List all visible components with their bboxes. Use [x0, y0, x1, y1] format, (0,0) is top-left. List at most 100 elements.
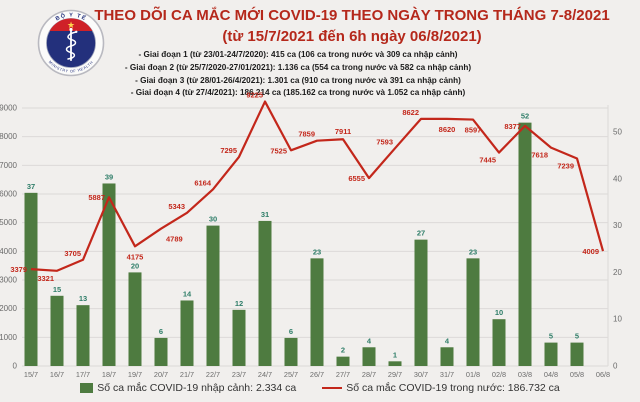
line-value-label: 8620 — [439, 125, 456, 134]
bar-value-label: 6 — [159, 327, 163, 336]
star-icon: ★ — [67, 20, 75, 30]
bar-20/7 — [154, 337, 168, 366]
x-axis-label: 05/8 — [570, 370, 584, 379]
bar-value-label: 1 — [393, 350, 397, 359]
line-value-label: 3379 — [10, 265, 27, 274]
bar-04/8 — [544, 342, 558, 366]
x-axis-label: 27/7 — [336, 370, 350, 379]
x-axis-label: 30/7 — [414, 370, 428, 379]
x-axis-label: 29/7 — [388, 370, 402, 379]
bar-value-label: 30 — [209, 215, 217, 224]
bar-02/8 — [492, 319, 506, 366]
bar-16/7 — [50, 295, 64, 366]
line-value-label: 4009 — [582, 247, 599, 256]
line-value-label: 7295 — [220, 146, 237, 155]
x-axis-label: 24/7 — [258, 370, 272, 379]
phase-2-line: - Giai đoạn 2 (từ 25/7/2020-27/01/2021):… — [124, 62, 472, 72]
x-axis-label: 19/7 — [128, 370, 142, 379]
right-axis-tick-label: 30 — [613, 221, 622, 230]
page-subtitle: (từ 15/7/2021 đến 6h ngày 06/8/2021) — [222, 28, 482, 45]
line-value-label: 4789 — [166, 235, 183, 244]
bar-value-label: 4 — [445, 336, 450, 345]
line-value-label: 7525 — [270, 146, 287, 155]
page-title: THEO DÕI CA MẮC MỚI COVID-19 THEO NGÀY T… — [94, 7, 610, 24]
phase-summary: - Giai đoạn 1 (từ 23/01-24/7/2020): 415 … — [0, 49, 596, 100]
bar-19/7 — [128, 272, 142, 366]
bar-value-label: 39 — [105, 172, 113, 181]
x-axis-label: 26/7 — [310, 370, 324, 379]
bar-value-label: 5 — [549, 332, 553, 341]
bar-value-label: 23 — [469, 247, 477, 256]
x-axis-label: 06/8 — [596, 370, 610, 379]
x-axis-label: 18/7 — [102, 370, 116, 379]
line-value-label: 8597 — [465, 126, 482, 135]
phase-3-line: - Giai đoạn 3 (từ 28/01-26/4/2021): 1.30… — [135, 75, 461, 85]
x-axis-label: 21/7 — [180, 370, 194, 379]
domestic-cases-line — [30, 100, 605, 272]
bar-17/7 — [76, 305, 90, 366]
x-axis-label: 25/7 — [284, 370, 298, 379]
line-value-label: 7593 — [376, 137, 393, 146]
right-axis-tick-label: 50 — [613, 128, 622, 137]
x-axis-label: 02/8 — [492, 370, 506, 379]
line-value-label: 7618 — [531, 151, 548, 160]
left-axis-tick-label: 4000 — [0, 247, 18, 256]
x-axis-label: 03/8 — [518, 370, 532, 379]
line-value-label: 5887 — [88, 193, 105, 202]
left-axis-tick-label: 7000 — [0, 161, 18, 170]
x-axis-label: 28/7 — [362, 370, 376, 379]
bar-value-label: 10 — [495, 308, 503, 317]
left-axis-tick-label: 3000 — [0, 276, 18, 285]
bar-01/8 — [466, 258, 480, 366]
line-value-label: 6555 — [348, 174, 365, 183]
moh-logo-graphic: ★ BỘ Y TẾ MINISTRY OF HEALTH — [37, 9, 105, 77]
asclepius-rod-icon — [65, 27, 78, 61]
line-value-label: 5343 — [168, 202, 185, 211]
bar-05/8 — [570, 342, 584, 366]
legend-item-imported: Số ca mắc COVID-19 nhập cảnh: 2.334 ca — [80, 382, 296, 394]
bar-29/7 — [388, 361, 402, 366]
x-axis-label: 31/7 — [440, 370, 454, 379]
x-axis-label: 22/7 — [206, 370, 220, 379]
logo-red-cap — [49, 18, 93, 31]
bar-21/7 — [180, 300, 194, 366]
right-axis-tick-label: 10 — [613, 315, 622, 324]
bar-27/7 — [336, 356, 350, 366]
left-axis-tick-label: 5000 — [0, 218, 18, 227]
line-value-label: 7445 — [479, 156, 496, 165]
bar-value-label: 2 — [341, 346, 345, 355]
bar-value-label: 52 — [521, 112, 529, 121]
legend-item-domestic: Số ca mắc COVID-19 trong nước: 186.732 c… — [322, 382, 560, 394]
bar-value-label: 15 — [53, 285, 61, 294]
left-axis-tick-label: 0 — [13, 362, 18, 371]
x-axis-label: 01/8 — [466, 370, 480, 379]
bar-value-label: 27 — [417, 229, 425, 238]
bar-value-label: 20 — [131, 261, 139, 270]
legend-label-imported: Số ca mắc COVID-19 nhập cảnh: 2.334 ca — [97, 382, 297, 394]
left-axis-tick-label: 6000 — [0, 190, 18, 199]
right-axis-tick-label: 40 — [613, 174, 622, 183]
phase-1-line: - Giai đoạn 1 (từ 23/01-24/7/2020): 415 … — [138, 50, 458, 59]
left-axis-tick-label: 1000 — [0, 333, 18, 342]
left-axis-tick-label: 2000 — [0, 304, 18, 313]
bar-value-label: 23 — [313, 247, 321, 256]
bar-15/7 — [24, 192, 38, 366]
x-axis-label: 20/7 — [154, 370, 168, 379]
bar-30/7 — [414, 239, 428, 366]
bar-swatch-icon — [80, 383, 94, 393]
line-value-label: 3705 — [64, 249, 81, 258]
logo-ring-text-top: BỘ Y TẾ — [55, 11, 88, 22]
x-axis-label: 04/8 — [544, 370, 558, 379]
line-value-label: 7239 — [557, 161, 574, 170]
chart-legend: Số ca mắc COVID-19 nhập cảnh: 2.334 ca S… — [0, 382, 640, 394]
phase-4-line: - Giai đoạn 4 (từ 27/4/2021): 186.214 ca… — [130, 88, 466, 98]
bar-value-label: 14 — [183, 289, 192, 298]
bar-value-label: 4 — [367, 336, 372, 345]
line-value-label: 9225 — [246, 91, 263, 100]
line-value-label: 4175 — [127, 252, 144, 261]
bar-18/7 — [102, 183, 116, 366]
legend-label-domestic: Số ca mắc COVID-19 trong nước: 186.732 c… — [346, 382, 560, 394]
bar-03/8 — [518, 122, 532, 366]
